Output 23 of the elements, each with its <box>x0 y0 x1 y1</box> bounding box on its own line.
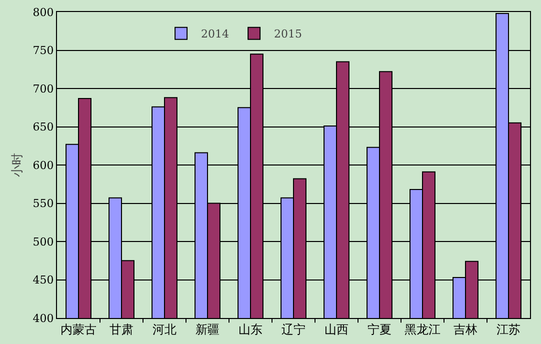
x-tick-label: 江苏 <box>496 322 520 336</box>
x-tick-label: 内蒙古 <box>60 322 96 336</box>
x-tick-label: 吉林 <box>454 322 478 336</box>
x-tick-label: 山东 <box>238 322 262 336</box>
x-tick-label: 甘肃 <box>110 322 134 336</box>
y-tick-label: 500 <box>32 235 54 248</box>
y-axis-title: 小时 <box>10 153 24 177</box>
x-tick-label: 河北 <box>152 322 176 336</box>
y-tick-label: 650 <box>32 120 54 134</box>
x-tick-label: 山西 <box>324 322 348 336</box>
x-tick-label: 辽宁 <box>282 322 306 336</box>
x-tick-label: 黑龙江 <box>404 322 440 336</box>
x-tick-label: 新疆 <box>196 322 220 336</box>
x-tick-label: 宁夏 <box>368 322 392 336</box>
y-tick-label: 550 <box>32 197 54 210</box>
legend-label: 2014 <box>201 28 230 41</box>
y-tick-label: 750 <box>32 44 54 58</box>
y-tick-label: 800 <box>32 6 54 19</box>
y-tick-label: 400 <box>32 312 54 325</box>
legend-label: 2015 <box>274 28 302 41</box>
y-tick-label: 450 <box>32 274 54 287</box>
y-tick-label: 600 <box>32 158 54 172</box>
y-tick-label: 700 <box>32 82 54 96</box>
